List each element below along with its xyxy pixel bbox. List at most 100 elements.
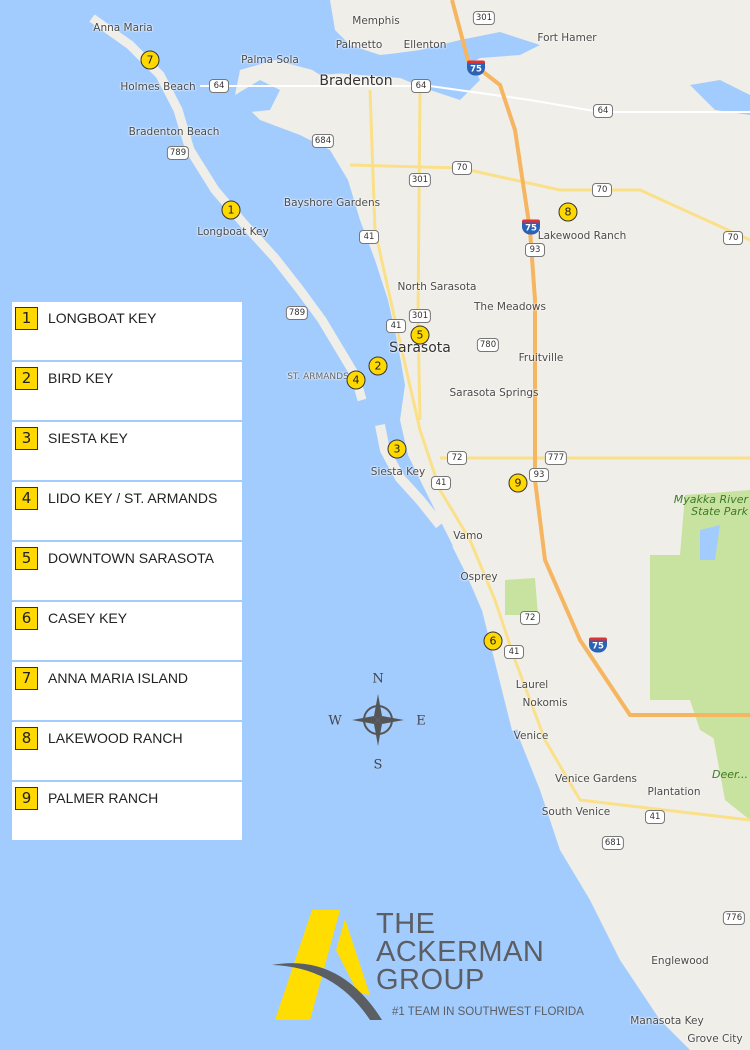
highway-shield-icon: 72 [447,451,467,465]
location-marker[interactable]: 2 [368,356,388,376]
place-label: Sarasota [389,340,451,356]
location-marker[interactable]: 1 [221,200,241,220]
highway-shield-icon: 777 [544,451,568,465]
legend-number-badge: 3 [15,427,38,450]
lake [700,525,720,560]
myakka-park [650,490,750,760]
place-label: The Meadows [474,301,546,313]
legend-item[interactable]: 3 SIESTA KEY [12,422,242,480]
siesta-key-island [375,424,444,529]
place-label: Palmetto [335,39,383,51]
place-label: South Venice [541,806,611,818]
highway-shield-icon: 789 [285,306,309,320]
legend-label: DOWNTOWN SARASOTA [48,550,214,566]
place-label: North Sarasota [397,281,477,293]
legend-label: LONGBOAT KEY [48,310,157,326]
place-label: Myakka River State Park [673,493,748,518]
place-label: Venice Gardens [555,773,637,785]
highway-shield-icon: 72 [520,611,540,625]
highway-shield-icon: 301 [472,11,496,25]
highway-shield-icon: 41 [504,645,524,659]
deer-prairie-park [712,720,750,820]
anna-maria-island [89,14,367,402]
legend-number-badge: 9 [15,787,38,810]
place-label: Vamo [453,530,483,542]
interstate-shield-icon: 75 [589,637,607,653]
compass-w: W [328,713,342,729]
place-label: Sarasota Springs [449,387,539,399]
place-label: Lakewood Ranch [537,230,627,242]
legend-number-badge: 7 [15,667,38,690]
place-label: Ellenton [403,39,447,51]
place-label: Laurel [515,679,549,691]
place-label: Venice [513,730,549,742]
legend-item[interactable]: 1 LONGBOAT KEY [12,302,242,360]
place-label: Englewood [651,955,709,967]
highway-shield-icon: 301 [408,173,432,187]
highway-shield-icon: 681 [601,836,625,850]
place-label: Longboat Key [197,226,269,238]
legend-label: LIDO KEY / ST. ARMANDS [48,490,218,506]
manatee-river [300,32,540,75]
highway-shield-icon: 41 [359,230,379,244]
highway-shield-icon: 789 [166,146,190,160]
place-label: Fruitville [518,352,564,364]
legend-item[interactable]: 5 DOWNTOWN SARASOTA [12,542,242,600]
location-marker[interactable]: 9 [508,473,528,493]
place-label: Bayshore Gardens [283,197,381,209]
place-label: ST. ARMANDS [287,372,349,382]
legend-label: PALMER RANCH [48,790,159,806]
legend-number-badge: 8 [15,727,38,750]
mainland [235,0,750,1050]
legend-item[interactable]: 7 ANNA MARIA ISLAND [12,662,242,720]
logo-mark-icon [272,910,382,1020]
highway-shield-icon: 64 [209,79,229,93]
logo-line-2: ACKERMAN [376,936,545,968]
legend-item[interactable]: 4 LIDO KEY / ST. ARMANDS [12,482,242,540]
highway-shield-icon: 780 [476,338,500,352]
legend-label: BIRD KEY [48,370,114,386]
interstate-shield-icon: 75 [522,219,540,235]
legend-item[interactable]: 2 BIRD KEY [12,362,242,420]
legend-number-badge: 4 [15,487,38,510]
place-label: Fort Hamer [537,32,597,44]
location-marker[interactable]: 5 [410,325,430,345]
highway-shield-icon: 41 [645,810,665,824]
highway-shield-icon: 776 [722,911,746,925]
place-label: Osprey [460,571,498,583]
compass-icon [352,694,404,746]
place-label: Bradenton Beach [128,126,220,138]
highway-shield-icon: 93 [529,468,549,482]
location-marker[interactable]: 4 [346,370,366,390]
legend-label: ANNA MARIA ISLAND [48,670,189,686]
legend-number-badge: 1 [15,307,38,330]
logo-tagline: #1 TEAM IN SOUTHWEST FLORIDA [392,1006,584,1018]
legend-label: SIESTA KEY [48,430,128,446]
compass-e: E [416,713,426,729]
highway-shield-icon: 41 [431,476,451,490]
highway-shield-icon: 70 [592,183,612,197]
place-label: Siesta Key [370,466,426,478]
location-marker[interactable]: 8 [558,202,578,222]
legend-label: LAKEWOOD RANCH [48,730,183,746]
logo-line-3: GROUP [376,964,485,996]
location-marker[interactable]: 3 [387,439,407,459]
place-label: Bradenton [319,73,393,89]
road-301 [416,89,422,421]
highway-shield-icon: 41 [386,319,406,333]
casey-key-island [452,543,518,731]
interstate-75 [450,0,750,717]
place-label: Holmes Beach [120,81,196,93]
legend-item[interactable]: 8 LAKEWOOD RANCH [12,722,242,780]
location-marker[interactable]: 7 [140,50,160,70]
legend-number-badge: 6 [15,607,38,630]
place-label: Plantation [647,786,701,798]
legend-number-badge: 2 [15,367,38,390]
highway-shield-icon: 70 [452,161,472,175]
highway-shield-icon: 70 [723,231,743,245]
palma-sola-bay [235,80,280,112]
legend-item[interactable]: 6 CASEY KEY [12,602,242,660]
location-marker[interactable]: 6 [483,631,503,651]
legend-item[interactable]: 9 PALMER RANCH [12,782,242,840]
